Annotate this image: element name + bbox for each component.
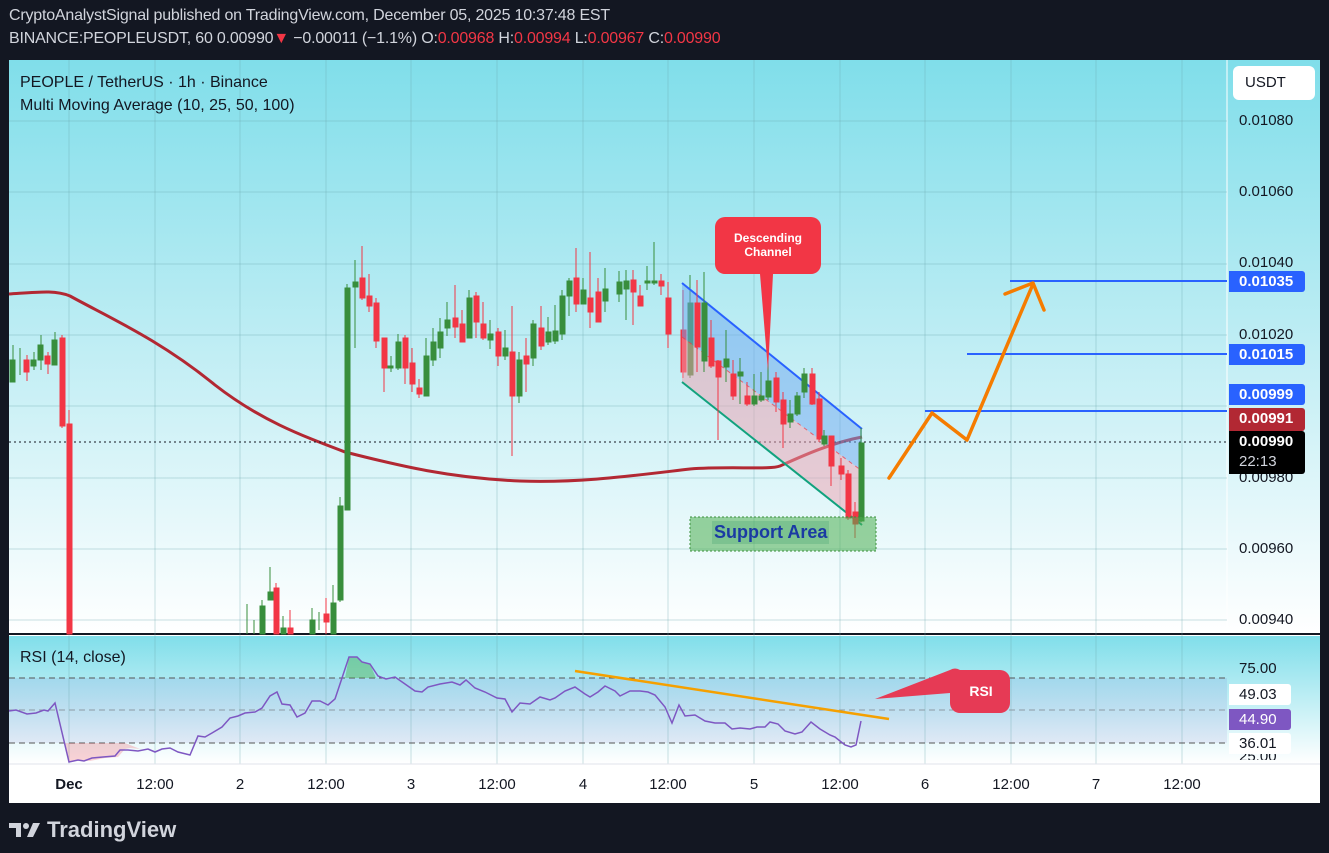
ohlc-high: 0.00994: [514, 30, 571, 47]
channel-lower-half: [682, 337, 862, 525]
rsi-indicator-legend[interactable]: RSI (14, close): [20, 649, 126, 666]
time-tick: 4: [578, 776, 588, 793]
price-change: −0.00011 (−1.1%): [293, 30, 417, 47]
price-tag-target-3: 0.01035: [1229, 271, 1305, 292]
rsi-tag-upper: 49.03: [1229, 684, 1291, 705]
time-tick: 12:00: [478, 776, 516, 793]
time-tick: 12:00: [1163, 776, 1201, 793]
ohlc-low-label: L:: [574, 30, 588, 47]
time-tick: 12:00: [992, 776, 1030, 793]
down-triangle-icon: ▼: [273, 30, 289, 47]
ohlc-open: 0.00968: [437, 30, 495, 47]
chart-title[interactable]: PEOPLE / TetherUS · 1h · Binance: [20, 74, 268, 91]
tradingview-logo-icon: [9, 823, 40, 837]
moving-average-line: [8, 290, 863, 483]
time-tick: 12:00: [307, 776, 345, 793]
descending-channel-label: Descending Channel: [733, 231, 802, 259]
price-tag-target-2: 0.01015: [1229, 344, 1305, 365]
tradingview-wordmark: TradingView: [47, 817, 177, 842]
time-tick: 5: [749, 776, 759, 793]
time-tick: 2: [235, 776, 245, 793]
candles: [9, 246, 366, 635]
arrow-head-icon: [1003, 281, 1046, 312]
time-tick: 12:00: [821, 776, 859, 793]
ma-indicator-legend[interactable]: Multi Moving Average (10, 25, 50, 100): [20, 97, 295, 114]
time-tick: 6: [920, 776, 930, 793]
price-tick: 0.00960: [1239, 540, 1294, 557]
projection-path[interactable]: [887, 282, 1035, 480]
descending-channel-callout[interactable]: [715, 217, 821, 371]
rsi-tag-lower: 36.01: [1229, 733, 1291, 754]
bar-countdown: 22:13: [1239, 453, 1277, 470]
rsi-callout-label: RSI: [969, 683, 993, 699]
time-tick: Dec: [55, 776, 83, 793]
symbol-line: BINANCE:PEOPLEUSDT, 60 0.00990▼ −0.00011…: [9, 30, 721, 48]
ohlc-high-label: H:: [498, 30, 515, 47]
last-price: 0.00990: [1239, 433, 1294, 450]
price-tick: 0.01080: [1239, 112, 1294, 129]
ohlc-close-label: C:: [648, 30, 664, 47]
time-tick: 12:00: [649, 776, 687, 793]
ohlc-low: 0.00967: [587, 30, 645, 47]
support-area-box[interactable]: [689, 516, 877, 552]
price-tick: 0.01060: [1239, 183, 1294, 200]
publisher-line: CryptoAnalystSignal published on Trading…: [9, 7, 610, 24]
price-tick: 0.01040: [1239, 254, 1294, 271]
support-area-label: Support Area: [712, 521, 830, 544]
time-tick: 3: [406, 776, 416, 793]
symbol-price: BINANCE:PEOPLEUSDT, 60 0.00990: [9, 30, 274, 47]
rsi-callout[interactable]: [875, 668, 1010, 713]
currency-button[interactable]: USDT: [1233, 66, 1315, 100]
channel-upper-line[interactable]: [681, 282, 863, 430]
rsi-trendline[interactable]: [574, 669, 890, 721]
rsi-line: [8, 656, 862, 763]
price-tag-target-1: 0.00999: [1229, 384, 1305, 405]
price-tick: 0.01020: [1239, 326, 1294, 343]
ohlc-open-label: O:: [421, 30, 438, 47]
ohlc-close: 0.00990: [663, 30, 721, 47]
price-tag-ma: 0.00991: [1229, 408, 1305, 431]
rsi-tag-current: 44.90: [1229, 709, 1291, 730]
time-axis[interactable]: [9, 764, 1227, 803]
price-tag-last: 0.00990 22:13: [1229, 431, 1305, 474]
time-tick: 12:00: [136, 776, 174, 793]
tradingview-logo[interactable]: TradingView: [9, 817, 176, 843]
main-pane[interactable]: [9, 60, 1227, 634]
price-tick: 0.00940: [1239, 611, 1294, 628]
time-tick: 7: [1091, 776, 1101, 793]
channel-lower-line[interactable]: [681, 381, 863, 526]
rsi-tick-75: 75.00: [1239, 660, 1277, 677]
